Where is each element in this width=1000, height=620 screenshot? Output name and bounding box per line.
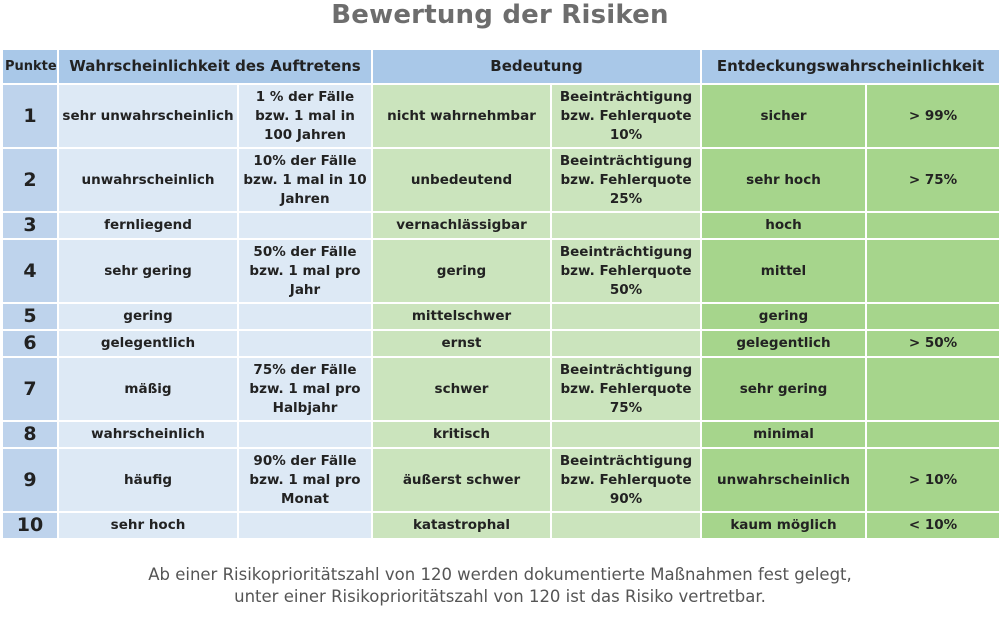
- bedeutung-cell: schwer: [371, 356, 552, 422]
- bedeutung-detail-cell: [550, 420, 702, 449]
- header-bedeutung: Bedeutung: [371, 48, 702, 85]
- entdeckung-cell: gelegentlich: [700, 329, 867, 358]
- entdeckung-detail-cell: [864, 356, 1000, 422]
- bedeutung-cell: äußerst schwer: [371, 447, 552, 513]
- bedeutung-detail-cell: [550, 329, 702, 358]
- risk-table: Punkte Wahrscheinlichkeit des Auftretens…: [1, 48, 1000, 540]
- entdeckung-cell: minimal: [700, 420, 867, 449]
- entdeckung-cell: sehr gering: [700, 356, 867, 422]
- table-row: 4 sehr gering 50% der Fälle bzw. 1 mal pro…: [1, 238, 1000, 304]
- footer-line-1: Ab einer Risikoprioritätszahl von 120 we…: [148, 565, 852, 584]
- page-title: Bewertung der Risiken: [331, 0, 669, 30]
- entdeckung-cell: unwahrscheinlich: [700, 447, 867, 513]
- wahrscheinlichkeit-cell: unwahrscheinlich: [57, 147, 239, 213]
- table-row: 2 unwahrscheinlich 10% der Fälle bzw. 1 ma…: [1, 147, 1000, 213]
- wahrscheinlichkeit-detail-cell: 50% der Fälle bzw. 1 mal pro Jahr: [237, 238, 373, 304]
- entdeckung-detail-cell: [864, 211, 1000, 240]
- entdeckung-cell: hoch: [700, 211, 867, 240]
- entdeckung-cell: sehr hoch: [700, 147, 867, 213]
- wahrscheinlichkeit-detail-cell: 90% der Fälle bzw. 1 mal pro Monat: [237, 447, 373, 513]
- points-cell: 2: [1, 147, 59, 213]
- table-row: 8 wahrscheinlich kritisch minimal: [1, 420, 1000, 449]
- risk-table-body: 1 sehr unwahrscheinlich 1 % der Fälle bzw.…: [1, 83, 1000, 540]
- wahrscheinlichkeit-cell: gering: [57, 302, 239, 331]
- wahrscheinlichkeit-detail-cell: [237, 511, 373, 540]
- bedeutung-cell: ernst: [371, 329, 552, 358]
- header-row: Punkte Wahrscheinlichkeit des Auftretens…: [1, 48, 1000, 85]
- bedeutung-detail-cell: [550, 211, 702, 240]
- bedeutung-cell: vernachlässigbar: [371, 211, 552, 240]
- points-cell: 4: [1, 238, 59, 304]
- entdeckung-detail-cell: [864, 238, 1000, 304]
- entdeckung-cell: sicher: [700, 83, 867, 149]
- wahrscheinlichkeit-detail-cell: [237, 420, 373, 449]
- entdeckung-detail-cell: > 75%: [864, 147, 1000, 213]
- bedeutung-cell: katastrophal: [371, 511, 552, 540]
- header-punkte: Punkte: [1, 48, 59, 85]
- table-row: 3 fernliegend vernachlässigbar hoch: [1, 211, 1000, 240]
- entdeckung-detail-cell: > 10%: [864, 447, 1000, 513]
- wahrscheinlichkeit-cell: mäßig: [57, 356, 239, 422]
- bedeutung-cell: nicht wahrnehmbar: [371, 83, 552, 149]
- points-cell: 5: [1, 302, 59, 331]
- table-row: 7 mäßig 75% der Fälle bzw. 1 mal pro Halbj…: [1, 356, 1000, 422]
- table-row: 1 sehr unwahrscheinlich 1 % der Fälle bzw.…: [1, 83, 1000, 149]
- table-row: 6 gelegentlich ernst gelegentlich > 50%: [1, 329, 1000, 358]
- bedeutung-detail-cell: Beeinträchtigung bzw. Fehlerquote 90%: [550, 447, 702, 513]
- wahrscheinlichkeit-detail-cell: 75% der Fälle bzw. 1 mal pro Halbjahr: [237, 356, 373, 422]
- bedeutung-detail-cell: [550, 511, 702, 540]
- bedeutung-cell: kritisch: [371, 420, 552, 449]
- entdeckung-detail-cell: [864, 420, 1000, 449]
- wahrscheinlichkeit-cell: sehr hoch: [57, 511, 239, 540]
- points-cell: 8: [1, 420, 59, 449]
- bedeutung-detail-cell: [550, 302, 702, 331]
- entdeckung-detail-cell: < 10%: [864, 511, 1000, 540]
- points-cell: 6: [1, 329, 59, 358]
- wahrscheinlichkeit-cell: sehr gering: [57, 238, 239, 304]
- wahrscheinlichkeit-detail-cell: [237, 211, 373, 240]
- wahrscheinlichkeit-cell: gelegentlich: [57, 329, 239, 358]
- wahrscheinlichkeit-detail-cell: 1 % der Fälle bzw. 1 mal in 100 Jahren: [237, 83, 373, 149]
- points-cell: 10: [1, 511, 59, 540]
- entdeckung-cell: mittel: [700, 238, 867, 304]
- bedeutung-detail-cell: Beeinträchtigung bzw. Fehlerquote 10%: [550, 83, 702, 149]
- bedeutung-detail-cell: Beeinträchtigung bzw. Fehlerquote 25%: [550, 147, 702, 213]
- bedeutung-cell: unbedeutend: [371, 147, 552, 213]
- entdeckung-cell: gering: [700, 302, 867, 331]
- bedeutung-detail-cell: Beeinträchtigung bzw. Fehlerquote 75%: [550, 356, 702, 422]
- wahrscheinlichkeit-cell: fernliegend: [57, 211, 239, 240]
- points-cell: 9: [1, 447, 59, 513]
- header-wahrscheinlichkeit: Wahrscheinlichkeit des Auftretens: [57, 48, 373, 85]
- wahrscheinlichkeit-cell: häufig: [57, 447, 239, 513]
- table-row: 9 häufig 90% der Fälle bzw. 1 mal pro Mona…: [1, 447, 1000, 513]
- footer-line-2: unter einer Risikoprioritätszahl von 120…: [234, 587, 766, 606]
- table-row: 5 gering mittelschwer gering: [1, 302, 1000, 331]
- entdeckung-cell: kaum möglich: [700, 511, 867, 540]
- wahrscheinlichkeit-detail-cell: [237, 302, 373, 331]
- wahrscheinlichkeit-detail-cell: [237, 329, 373, 358]
- table-row: 10 sehr hoch katastrophal kaum möglich < 10%: [1, 511, 1000, 540]
- bedeutung-detail-cell: Beeinträchtigung bzw. Fehlerquote 50%: [550, 238, 702, 304]
- header-entdeckung: Entdeckungswahrscheinlichkeit: [699, 48, 1000, 85]
- wahrscheinlichkeit-cell: sehr unwahrscheinlich: [57, 83, 239, 149]
- wahrscheinlichkeit-detail-cell: 10% der Fälle bzw. 1 mal in 10 Jahren: [237, 147, 373, 213]
- points-cell: 7: [1, 356, 59, 422]
- points-cell: 1: [1, 83, 59, 149]
- points-cell: 3: [1, 211, 59, 240]
- footer-note: Ab einer Risikoprioritätszahl von 120 we…: [0, 564, 1000, 608]
- entdeckung-detail-cell: [864, 302, 1000, 331]
- wahrscheinlichkeit-cell: wahrscheinlich: [57, 420, 239, 449]
- bedeutung-cell: gering: [371, 238, 552, 304]
- entdeckung-detail-cell: > 50%: [864, 329, 1000, 358]
- bedeutung-cell: mittelschwer: [371, 302, 552, 331]
- entdeckung-detail-cell: > 99%: [864, 83, 1000, 149]
